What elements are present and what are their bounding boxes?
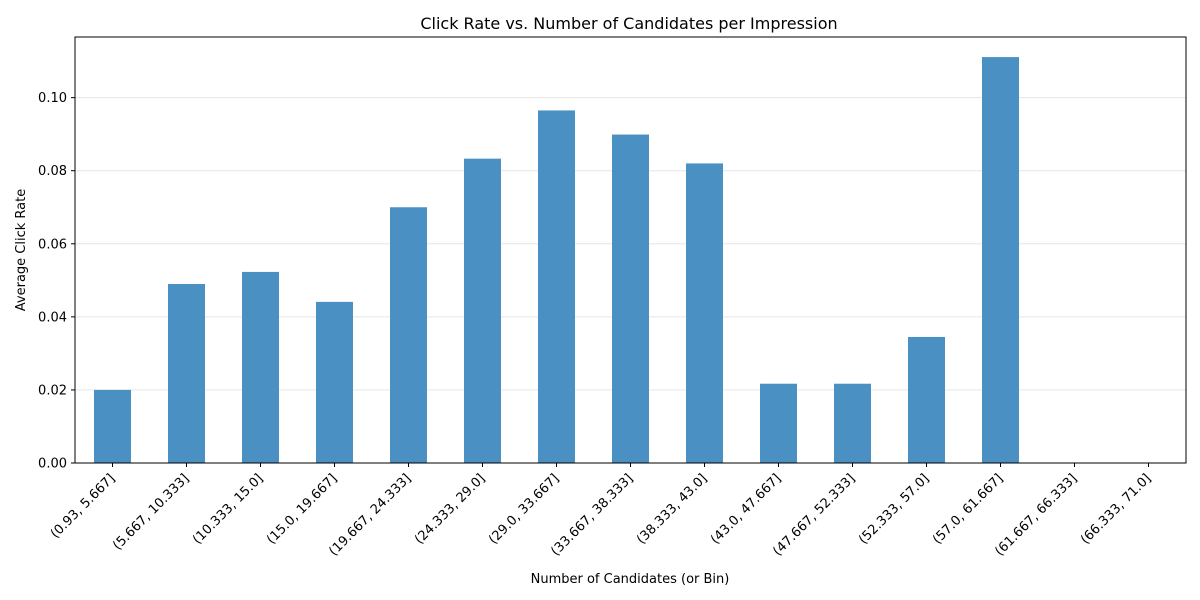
bar [612, 134, 649, 463]
x-tick-label: (10.333, 15.0] [190, 471, 266, 547]
x-tick-label: (61.667, 66.333] [992, 471, 1080, 559]
bar [390, 207, 427, 463]
y-tick-label: 0.02 [38, 383, 67, 398]
bar [982, 57, 1019, 464]
x-tick-label: (33.667, 38.333] [548, 471, 636, 559]
bar [908, 336, 945, 463]
x-tick-label: (47.667, 52.333] [770, 471, 858, 559]
bar [464, 158, 501, 463]
y-tick-label: 0.10 [38, 91, 67, 106]
bars [94, 57, 1019, 464]
y-tick-label: 0.00 [38, 457, 67, 472]
x-tick-label: (43.0, 47.667] [708, 471, 784, 547]
bar [94, 389, 131, 463]
x-tick-label: (57.0, 61.667] [930, 471, 1006, 547]
x-ticks: (0.93, 5.667](5.667, 10.333](10.333, 15.… [48, 463, 1154, 559]
bar [242, 271, 279, 463]
y-tick-label: 0.04 [38, 310, 67, 325]
bar [168, 283, 205, 463]
y-ticks: 0.00 0.02 0.04 0.06 0.08 0.10 [38, 91, 75, 472]
bar [538, 110, 575, 464]
x-tick-label: (5.667, 10.333] [110, 471, 192, 553]
x-tick-label: (0.93, 5.667] [48, 471, 118, 541]
bar [686, 163, 723, 463]
y-axis-label: Average Click Rate [14, 189, 29, 311]
bar [760, 383, 797, 463]
y-tick-label: 0.08 [38, 164, 67, 179]
x-axis-label: Number of Candidates (or Bin) [531, 572, 730, 587]
y-tick-label: 0.06 [38, 237, 67, 252]
bar [834, 383, 871, 463]
x-tick-label: (66.333, 71.0] [1078, 471, 1154, 547]
bar [316, 301, 353, 463]
x-tick-label: (52.333, 57.0] [856, 471, 932, 547]
x-tick-label: (38.333, 43.0] [634, 471, 710, 547]
x-tick-label: (29.0, 33.667] [486, 471, 562, 547]
chart-title: Click Rate vs. Number of Candidates per … [420, 14, 837, 33]
x-tick-label: (19.667, 24.333] [326, 471, 414, 559]
x-tick-label: (15.0, 19.667] [264, 471, 340, 547]
x-tick-label: (24.333, 29.0] [412, 471, 488, 547]
